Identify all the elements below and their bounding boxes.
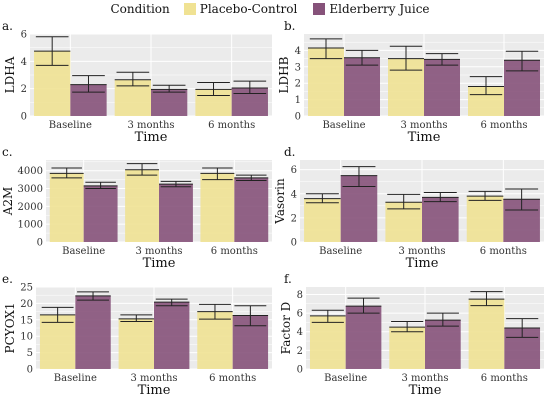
panel-label: b.: [284, 19, 296, 33]
x-tick-label: Baseline: [62, 246, 105, 257]
legend-label-elderberry: Elderberry Juice: [329, 2, 430, 16]
y-axis-title: Vasorin: [273, 178, 287, 225]
y-tick-label: 6: [297, 309, 303, 320]
y-tick-label: 2: [21, 84, 27, 95]
y-tick-label: 10: [20, 332, 33, 343]
x-tick-label: Baseline: [54, 373, 97, 384]
bar-p2-elderberry-1: [159, 184, 193, 242]
y-tick-label: 0: [27, 365, 33, 376]
bar-p5-placebo-2: [468, 299, 505, 369]
y-tick-label: 3000: [18, 184, 43, 195]
legend-item-elderberry: Elderberry Juice: [313, 2, 430, 16]
bar-p1-elderberry-1: [424, 59, 460, 116]
panel-label: f.: [284, 272, 292, 286]
bar-p3-elderberry-1: [422, 197, 459, 242]
panel-label: a.: [2, 19, 13, 33]
bar-p5-placebo-0: [309, 315, 346, 369]
bar-p4-placebo-0: [39, 314, 76, 369]
y-tick-label: 1: [295, 95, 301, 106]
bar-p1-elderberry-0: [344, 57, 380, 116]
panel-label: e.: [2, 272, 13, 286]
x-tick-label: 6 months: [211, 246, 258, 257]
y-axis-title: LDHB: [277, 56, 291, 93]
x-tick-label: 3 months: [401, 373, 448, 384]
bar-p1-placebo-0: [308, 47, 344, 116]
x-tick-label: 6 months: [208, 120, 255, 131]
y-tick-label: 8: [297, 290, 303, 301]
legend-swatch-placebo: [183, 3, 196, 15]
y-tick-label: 2: [295, 79, 301, 90]
y-tick-label: 2: [297, 346, 303, 357]
panel-label: c.: [2, 145, 13, 159]
y-tick-label: 0: [21, 112, 27, 123]
bar-p2-elderberry-2: [234, 177, 269, 242]
bar-p5-elderberry-1: [425, 320, 461, 369]
y-tick-label: 15: [20, 315, 33, 326]
y-tick-label: 6: [291, 165, 297, 176]
x-tick-label: 6 months: [209, 373, 256, 384]
bar-p4-elderberry-1: [154, 302, 190, 369]
y-axis-title: PCYOX1: [3, 303, 17, 354]
x-tick-label: 3 months: [398, 246, 445, 257]
legend-label-placebo: Placebo-Control: [199, 2, 298, 16]
y-tick-label: 2000: [18, 202, 43, 213]
bar-p3-placebo-2: [466, 196, 504, 242]
y-tick-label: 25: [20, 283, 33, 294]
x-tick-label: 3 months: [400, 120, 447, 131]
x-tick-label: 3 months: [127, 120, 174, 131]
legend-swatch-elderberry: [313, 3, 326, 15]
y-tick-label: 0: [291, 238, 297, 249]
bar-p2-placebo-2: [200, 173, 235, 242]
y-tick-label: 0: [297, 365, 303, 376]
x-tick-label: Baseline: [322, 120, 365, 131]
y-axis-title: A2M: [1, 187, 15, 217]
bar-p5-elderberry-0: [345, 306, 382, 369]
legend: Condition Placebo-Control Elderberry Jui…: [0, 0, 550, 18]
bar-p2-placebo-0: [49, 173, 84, 242]
bar-p4-placebo-1: [118, 318, 154, 369]
x-tick-label: 6 months: [481, 373, 528, 384]
y-tick-label: 4: [297, 327, 303, 338]
bar-p0-elderberry-1: [151, 89, 188, 116]
y-tick-label: 4: [21, 57, 27, 68]
x-axis-title: Time: [143, 256, 176, 271]
y-tick-label: 0: [295, 112, 301, 123]
x-axis-title: Time: [409, 383, 442, 398]
x-tick-label: 3 months: [130, 373, 177, 384]
legend-title: Condition: [110, 2, 170, 16]
bar-p5-placebo-1: [389, 327, 425, 369]
y-tick-label: 2: [291, 213, 297, 224]
panel-label: d.: [284, 145, 296, 159]
y-axis-title: LDHA: [3, 56, 17, 93]
y-tick-label: 4: [291, 189, 297, 200]
x-axis-title: Time: [406, 256, 439, 271]
y-axis-title: Factor D: [279, 302, 293, 355]
x-tick-label: 6 months: [480, 246, 527, 257]
x-axis-title: Time: [138, 383, 171, 398]
y-tick-label: 3: [295, 62, 301, 73]
y-tick-label: 4: [295, 46, 301, 57]
x-tick-label: 3 months: [135, 246, 182, 257]
bar-p4-elderberry-0: [75, 295, 111, 369]
x-axis-title: Time: [135, 130, 168, 145]
x-tick-label: Baseline: [319, 246, 362, 257]
y-tick-label: 6: [21, 30, 27, 41]
x-tick-label: Baseline: [49, 120, 92, 131]
x-tick-label: Baseline: [324, 373, 367, 384]
y-tick-label: 1000: [18, 220, 43, 231]
bar-p4-placebo-2: [197, 311, 233, 369]
y-tick-label: 20: [20, 299, 33, 310]
legend-item-placebo: Placebo-Control: [183, 2, 298, 16]
x-tick-label: 6 months: [480, 120, 527, 131]
y-tick-label: 4000: [18, 166, 43, 177]
bar-p3-placebo-0: [304, 198, 341, 242]
y-tick-label: 0: [37, 238, 43, 249]
y-tick-label: 5: [27, 348, 33, 359]
x-axis-title: Time: [408, 130, 441, 145]
bar-p2-placebo-1: [125, 169, 159, 242]
bar-p2-elderberry-0: [83, 185, 118, 242]
